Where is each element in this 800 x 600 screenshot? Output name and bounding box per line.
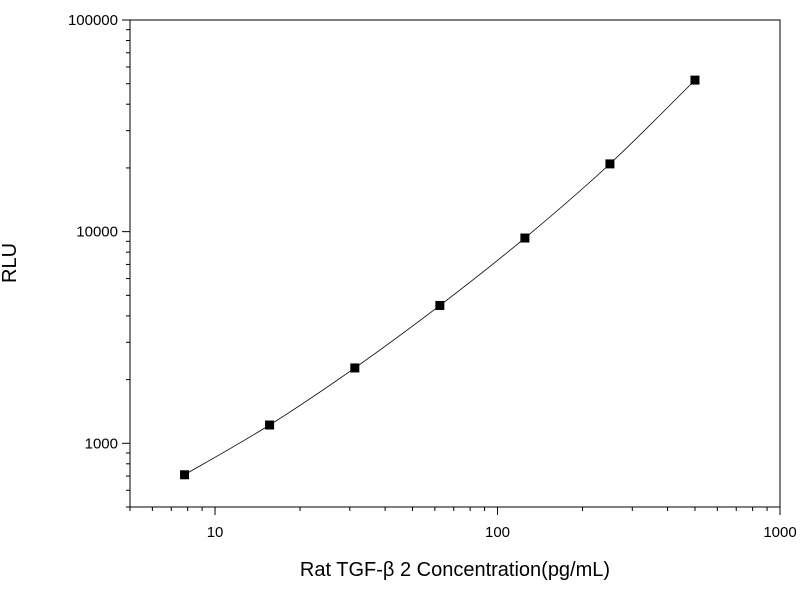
data-point bbox=[605, 159, 615, 169]
data-point bbox=[690, 75, 700, 85]
y-tick-label: 100000 bbox=[68, 12, 118, 29]
data-point bbox=[265, 420, 275, 430]
axis-tick-labels: 10 100 1000 1000 10000 100000 bbox=[68, 12, 797, 541]
x-tick-label: 100 bbox=[485, 524, 510, 541]
data-point bbox=[520, 233, 530, 243]
data-point bbox=[180, 470, 190, 480]
y-axis-title: RLU bbox=[0, 243, 21, 283]
x-axis-title: Rat TGF-β 2 Concentration(pg/mL) bbox=[300, 559, 610, 581]
x-tick-label: 10 bbox=[207, 524, 224, 541]
fit-curve bbox=[184, 79, 696, 476]
plot-frame bbox=[129, 19, 781, 508]
data-point bbox=[350, 363, 360, 373]
data-point bbox=[435, 300, 445, 310]
axis-ticks bbox=[122, 19, 781, 515]
data-points bbox=[180, 75, 700, 480]
y-tick-label: 10000 bbox=[76, 224, 118, 241]
x-tick-label: 1000 bbox=[763, 524, 796, 541]
y-tick-label: 1000 bbox=[85, 435, 118, 452]
